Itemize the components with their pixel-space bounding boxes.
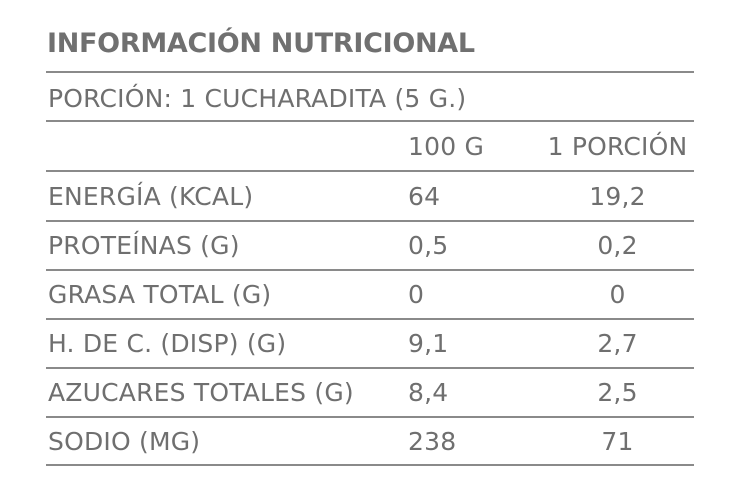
value-per-100g: 8,4 <box>408 378 449 407</box>
nutrient-label: GRASA TOTAL (G) <box>48 280 272 309</box>
divider <box>46 71 694 73</box>
value-per-portion: 0,2 <box>597 231 638 260</box>
nutrient-label: H. DE C. (DISP) (G) <box>48 329 287 358</box>
value-per-100g: 0 <box>408 280 425 309</box>
table-row: H. DE C. (DISP) (G) 9,1 2,7 <box>46 319 694 368</box>
nutrient-label: AZUCARES TOTALES (G) <box>48 378 354 407</box>
nutrient-label: SODIO (MG) <box>48 427 201 456</box>
divider <box>46 318 694 320</box>
nutrient-label: ENERGÍA (KCAL) <box>48 182 254 211</box>
divider <box>46 416 694 418</box>
table-row: AZUCARES TOTALES (G) 8,4 2,5 <box>46 368 694 417</box>
value-per-100g: 64 <box>408 182 441 211</box>
divider <box>46 220 694 222</box>
header-per-portion: 1 PORCIÓN <box>547 132 688 161</box>
value-per-100g: 9,1 <box>408 329 449 358</box>
value-per-portion: 2,5 <box>597 378 638 407</box>
divider <box>46 367 694 369</box>
value-per-portion: 2,7 <box>597 329 638 358</box>
table-row: SODIO (MG) 238 71 <box>46 417 694 466</box>
divider <box>46 170 694 172</box>
divider <box>46 120 694 122</box>
divider <box>46 269 694 271</box>
panel-title: INFORMACIÓN NUTRICIONAL <box>47 28 475 59</box>
value-per-100g: 0,5 <box>408 231 449 260</box>
value-per-portion: 0 <box>609 280 626 309</box>
value-per-portion: 71 <box>601 427 634 456</box>
table-header-row: 100 G 1 PORCIÓN <box>46 122 694 171</box>
table-row: ENERGÍA (KCAL) 64 19,2 <box>46 172 694 221</box>
divider <box>46 464 694 466</box>
table-row: GRASA TOTAL (G) 0 0 <box>46 270 694 319</box>
value-per-100g: 238 <box>408 427 457 456</box>
nutrient-label: PROTEÍNAS (G) <box>48 231 240 260</box>
value-per-portion: 19,2 <box>589 182 646 211</box>
header-per-100g: 100 G <box>408 132 485 161</box>
table-row: PROTEÍNAS (G) 0,5 0,2 <box>46 221 694 270</box>
portion-size: PORCIÓN: 1 CUCHARADITA (5 G.) <box>48 84 467 113</box>
